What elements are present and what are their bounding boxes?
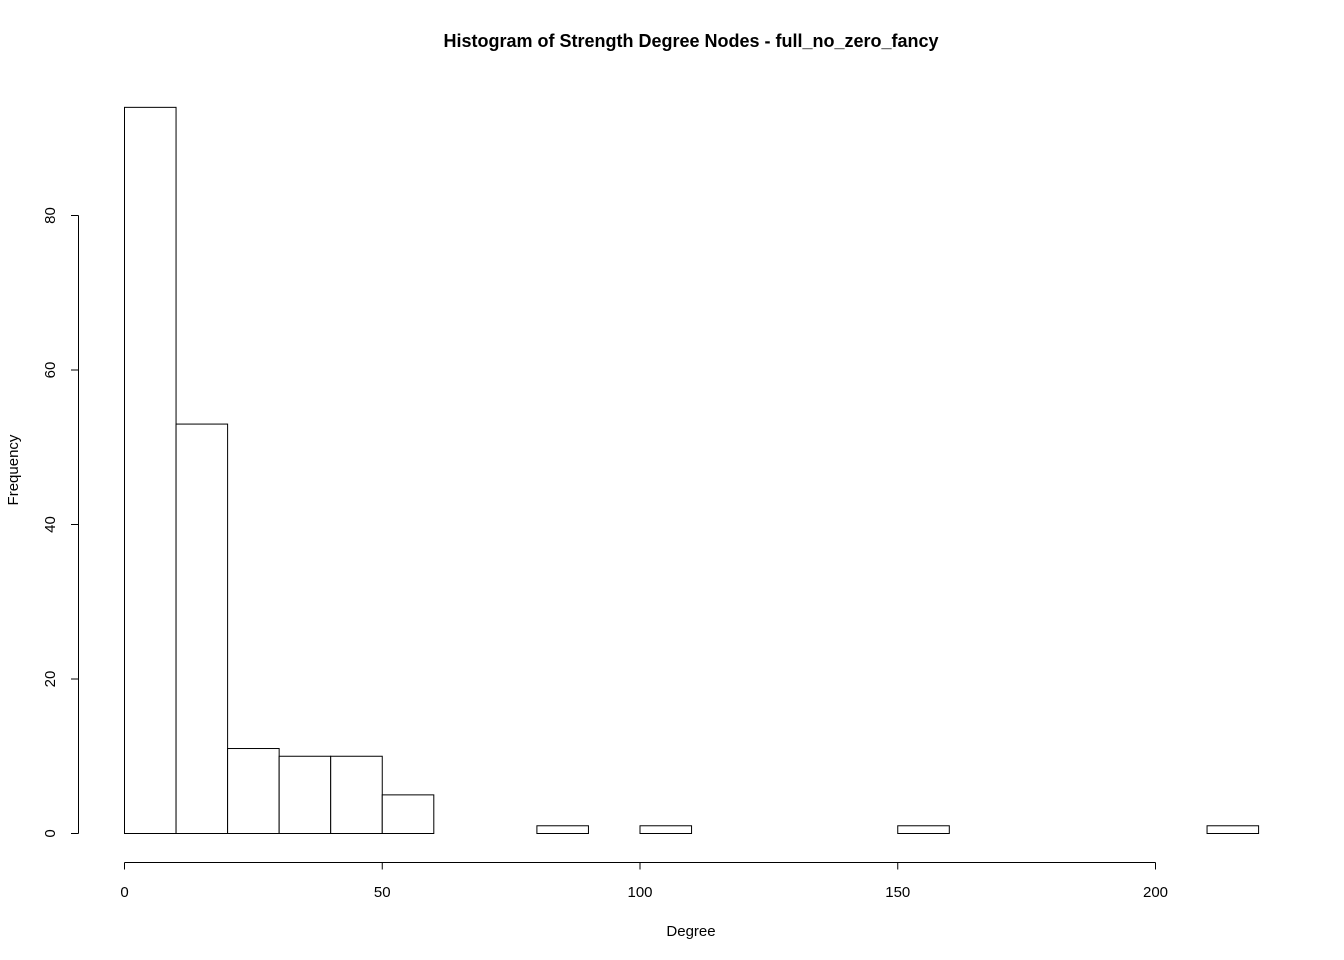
- histogram-bar: [175, 423, 229, 834]
- y-tick-label: 60: [42, 362, 59, 379]
- histogram-bars: [124, 106, 1260, 835]
- histogram-bar: [330, 755, 383, 834]
- x-tick-label: 100: [627, 884, 652, 901]
- histogram-bar: [227, 748, 280, 835]
- y-axis-label: Frequency: [5, 434, 22, 505]
- chart-title: Histogram of Strength Degree Nodes - ful…: [443, 31, 938, 51]
- histogram-bar: [639, 825, 693, 835]
- y-tick-label: 0: [42, 829, 59, 837]
- histogram-bar: [278, 755, 332, 834]
- x-tick-label: 0: [120, 884, 128, 901]
- y-axis: 0 20 40 60 80: [42, 207, 79, 838]
- histogram-bar: [897, 825, 950, 835]
- x-tick-label: 150: [885, 884, 910, 901]
- y-tick-label: 40: [42, 516, 59, 533]
- x-tick-label: 50: [374, 884, 391, 901]
- histogram-bar: [124, 106, 177, 835]
- y-tick-label: 20: [42, 671, 59, 688]
- histogram-bar: [381, 794, 435, 834]
- x-axis: 0 50 100 150 200: [120, 862, 1168, 901]
- x-tick-label: 200: [1143, 884, 1168, 901]
- histogram-bar: [1206, 825, 1260, 835]
- y-tick-label: 80: [42, 207, 59, 224]
- x-axis-label: Degree: [666, 923, 715, 940]
- histogram-bar: [536, 825, 589, 835]
